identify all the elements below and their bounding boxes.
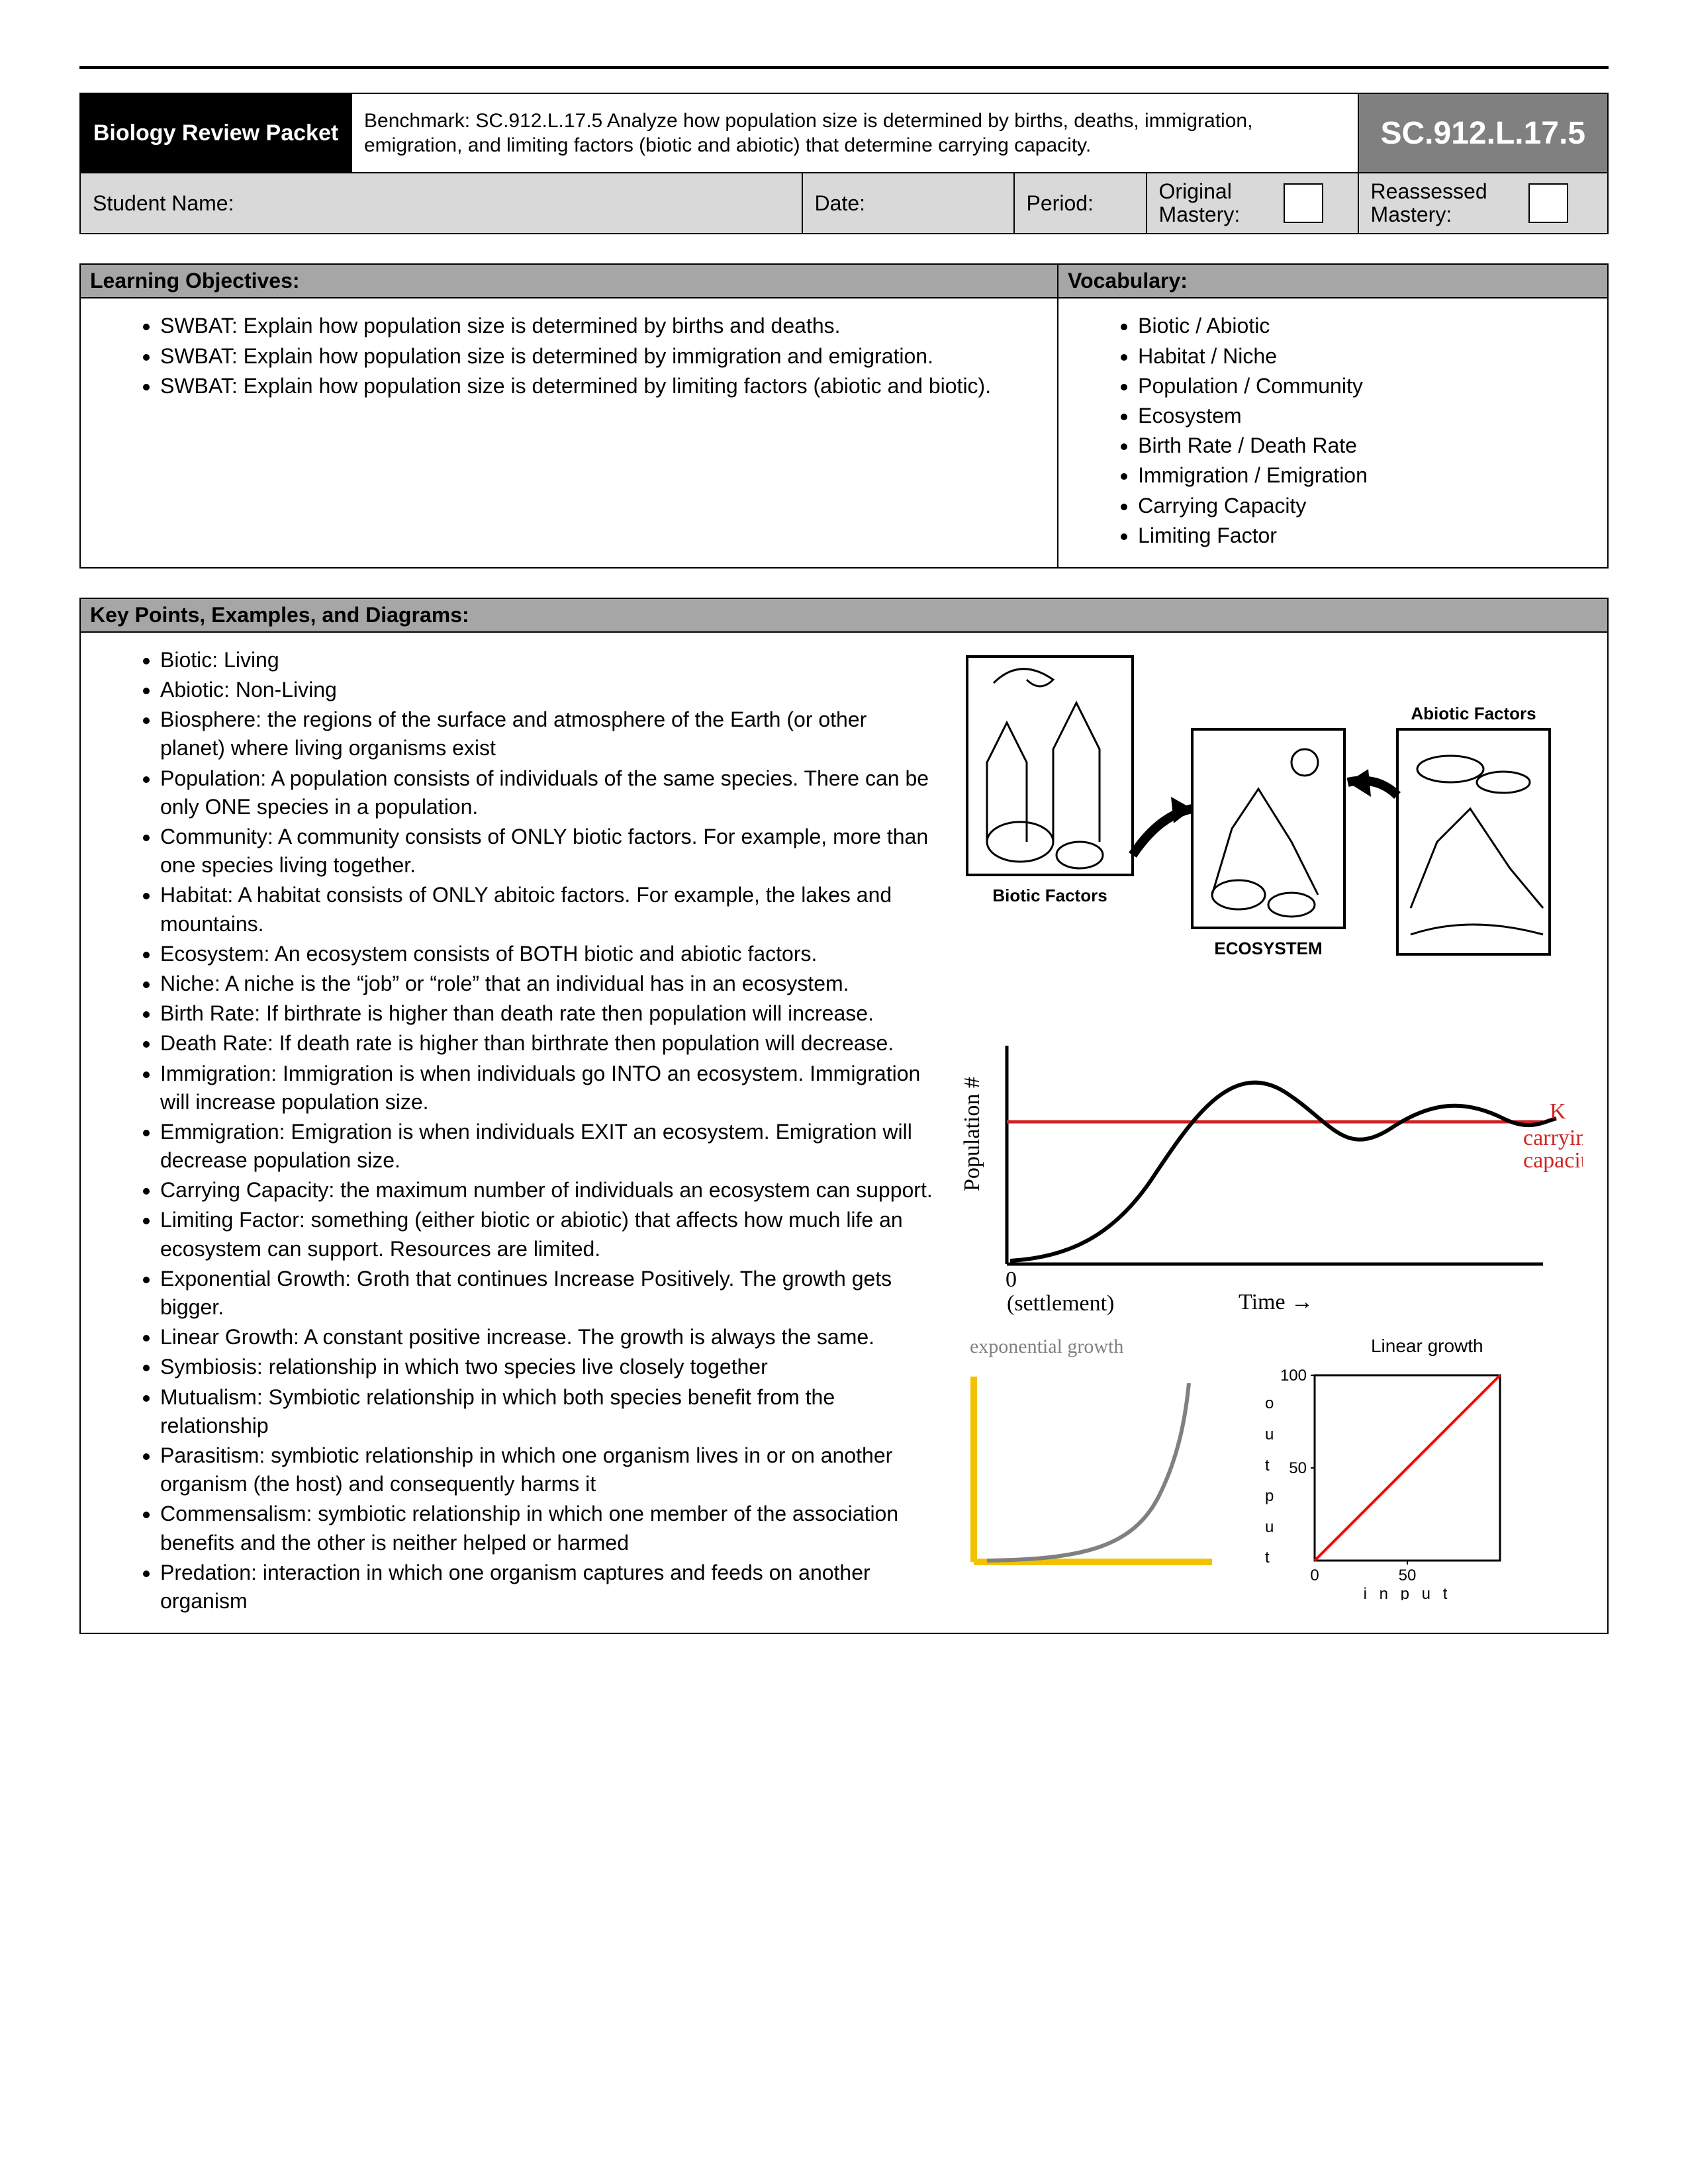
benchmark-label: Benchmark: SC.912.L.17.5 Analyze how pop…: [364, 110, 1252, 157]
list-item: Community: A community consists of ONLY …: [160, 823, 934, 881]
student-name-label: Student Name:: [93, 191, 234, 215]
keypoints-header: Key Points, Examples, and Diagrams:: [80, 598, 1608, 632]
cc-settlement: (settlement): [1007, 1291, 1114, 1316]
list-item: SWBAT: Explain how population size is de…: [160, 342, 1044, 372]
linear-chart: 100 50 0 50 i n p u t: [1282, 1362, 1520, 1600]
list-item: Ecosystem: An ecosystem consists of BOTH…: [160, 940, 934, 970]
list-item: Biotic: Living: [160, 646, 934, 676]
ecosystem-diagram: Biotic Factors ECOSYSTEM: [947, 643, 1570, 1014]
packet-title-cell: Biology Review Packet: [80, 93, 352, 173]
cc-ylabel: Population #: [960, 1077, 984, 1191]
linear-ylabel-char: u: [1265, 1518, 1274, 1537]
list-item: Birth Rate: If birthrate is higher than …: [160, 999, 934, 1029]
objectives-list: SWBAT: Explain how population size is de…: [94, 312, 1044, 402]
cc-k-sub1: carrying: [1523, 1126, 1583, 1150]
abiotic-label: Abiotic Factors: [1411, 704, 1536, 723]
vocab-body: Biotic / AbioticHabitat / NichePopulatio…: [1058, 298, 1608, 568]
cc-k-sub2: capacity: [1523, 1148, 1583, 1173]
date-label: Date:: [815, 191, 865, 215]
linear-title: Linear growth: [1371, 1336, 1520, 1357]
list-item: Commensalism: symbiotic relationship in …: [160, 1500, 934, 1558]
keypoints-table: Key Points, Examples, and Diagrams: Biot…: [79, 598, 1609, 1634]
keypoints-title: Key Points, Examples, and Diagrams:: [90, 603, 469, 627]
list-item: SWBAT: Explain how population size is de…: [160, 372, 1044, 402]
list-item: Carrying Capacity: the maximum number of…: [160, 1176, 934, 1206]
objectives-vocab-table: Learning Objectives: Vocabulary: SWBAT: …: [79, 263, 1609, 569]
list-item: Birth Rate / Death Rate: [1138, 432, 1594, 461]
original-mastery-box[interactable]: [1284, 183, 1323, 223]
list-item: SWBAT: Explain how population size is de…: [160, 312, 1044, 341]
carrying-capacity-chart: Population # 0 (settlement) Time → K car…: [947, 1019, 1583, 1324]
list-item: Exponential Growth: Groth that continues…: [160, 1265, 934, 1323]
original-mastery-cell[interactable]: Original Mastery:: [1147, 173, 1358, 234]
benchmark-cell: Benchmark: SC.912.L.17.5 Analyze how pop…: [352, 93, 1358, 173]
date-cell[interactable]: Date:: [802, 173, 1014, 234]
period-label: Period:: [1027, 191, 1094, 215]
header-table: Biology Review Packet Benchmark: SC.912.…: [79, 93, 1609, 234]
objectives-header: Learning Objectives:: [80, 264, 1058, 298]
vocab-header: Vocabulary:: [1058, 264, 1608, 298]
list-item: Biotic / Abiotic: [1138, 312, 1594, 341]
original-mastery-label: Original Mastery:: [1159, 180, 1272, 226]
lin-ytick-50: 50: [1289, 1459, 1307, 1477]
objectives-body: SWBAT: Explain how population size is de…: [80, 298, 1058, 568]
vocab-title: Vocabulary:: [1068, 269, 1188, 293]
reassessed-mastery-box[interactable]: [1528, 183, 1568, 223]
list-item: Habitat: A habitat consists of ONLY abit…: [160, 881, 934, 939]
benchmark-label-text: Benchmark:: [364, 110, 470, 132]
keypoints-body: Biotic: LivingAbiotic: Non-LivingBiosphe…: [80, 632, 1608, 1633]
list-item: Limiting Factor: something (either bioti…: [160, 1206, 934, 1264]
list-item: Limiting Factor: [1138, 522, 1594, 551]
list-item: Death Rate: If death rate is higher than…: [160, 1029, 934, 1059]
exponential-chart-wrap: exponential growth: [947, 1336, 1225, 1594]
list-item: Ecosystem: [1138, 402, 1594, 432]
linear-ylabel-char: p: [1265, 1487, 1274, 1506]
cc-xlabel: Time →: [1239, 1290, 1313, 1314]
top-rule: [79, 66, 1609, 69]
cc-k-label: K: [1550, 1099, 1566, 1124]
list-item: Abiotic: Non-Living: [160, 676, 934, 705]
list-item: Population: A population consists of ind…: [160, 764, 934, 823]
list-item: Niche: A niche is the “job” or “role” th…: [160, 970, 934, 999]
biotic-label: Biotic Factors: [992, 886, 1107, 905]
list-item: Parasitism: symbiotic relationship in wh…: [160, 1441, 934, 1500]
standard-code: SC.912.L.17.5: [1381, 116, 1586, 151]
period-cell[interactable]: Period:: [1014, 173, 1147, 234]
exp-title: exponential growth: [970, 1336, 1225, 1358]
vocab-list: Biotic / AbioticHabitat / NichePopulatio…: [1072, 312, 1594, 551]
linear-chart-wrap: Linear growth output: [1265, 1336, 1520, 1600]
keypoints-list: Biotic: LivingAbiotic: Non-LivingBiosphe…: [94, 646, 934, 1617]
list-item: Immigration / Emigration: [1138, 461, 1594, 491]
lin-xtick-50: 50: [1399, 1567, 1417, 1584]
packet-title: Biology Review Packet: [93, 120, 338, 146]
exponential-chart: [947, 1363, 1225, 1588]
list-item: Mutualism: Symbiotic relationship in whi…: [160, 1383, 934, 1441]
linear-ylabel-char: t: [1265, 1457, 1274, 1475]
standard-code-cell: SC.912.L.17.5: [1358, 93, 1608, 173]
list-item: Emmigration: Emigration is when individu…: [160, 1118, 934, 1176]
linear-ylabel-char: o: [1265, 1394, 1274, 1413]
list-item: Carrying Capacity: [1138, 492, 1594, 522]
reassessed-mastery-label: Reassessed Mastery:: [1371, 180, 1517, 226]
linear-ylabel: output: [1265, 1388, 1274, 1574]
list-item: Linear Growth: A constant positive incre…: [160, 1323, 934, 1353]
reassessed-mastery-cell[interactable]: Reassessed Mastery:: [1358, 173, 1608, 234]
ecosystem-label: ECOSYSTEM: [1214, 938, 1322, 958]
list-item: Immigration: Immigration is when individ…: [160, 1060, 934, 1118]
cc-origin: 0: [1006, 1267, 1017, 1292]
lin-xlabel: i n p u t: [1364, 1585, 1452, 1600]
lin-ytick-100: 100: [1282, 1367, 1307, 1385]
benchmark-text: SC.912.L.17.5 Analyze how population siz…: [364, 110, 1252, 157]
linear-ylabel-char: t: [1265, 1549, 1274, 1567]
lin-origin: 0: [1311, 1567, 1319, 1584]
list-item: Predation: interaction in which one orga…: [160, 1559, 934, 1617]
student-name-cell[interactable]: Student Name:: [80, 173, 802, 234]
list-item: Population / Community: [1138, 372, 1594, 402]
objectives-title: Learning Objectives:: [90, 269, 300, 293]
list-item: Biosphere: the regions of the surface an…: [160, 705, 934, 764]
list-item: Symbiosis: relationship in which two spe…: [160, 1353, 934, 1383]
linear-ylabel-char: u: [1265, 1426, 1274, 1444]
list-item: Habitat / Niche: [1138, 342, 1594, 372]
